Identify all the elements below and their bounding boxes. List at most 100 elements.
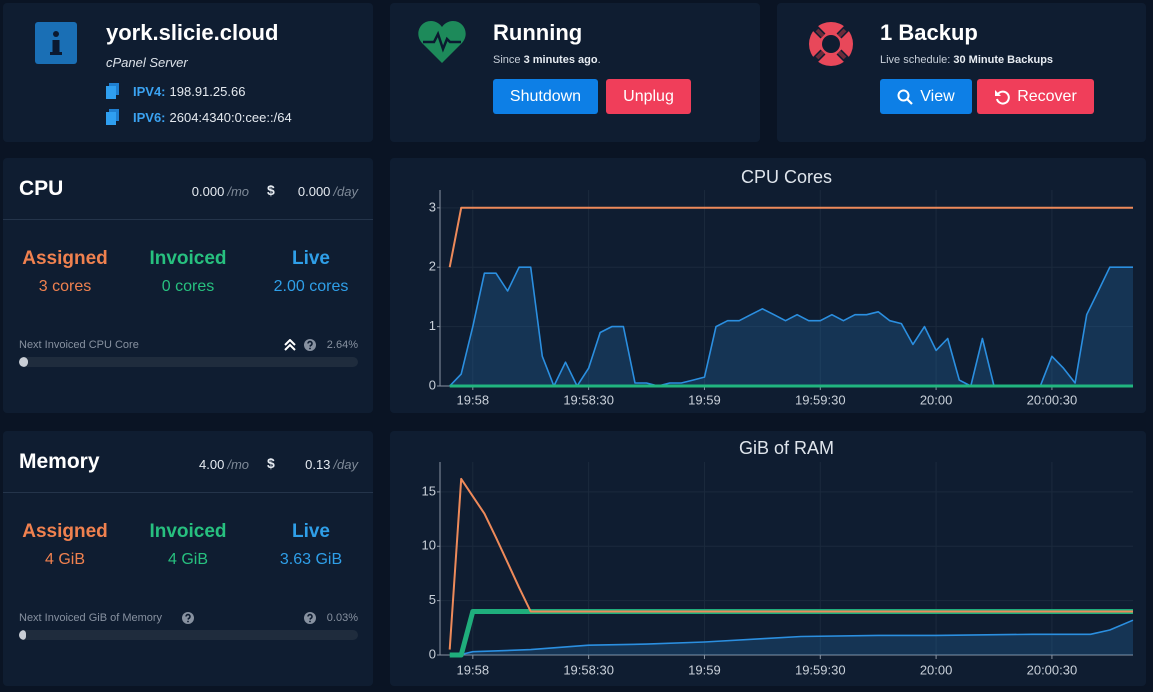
panel-title: Memory: [19, 450, 100, 473]
stat-label: Invoiced: [149, 521, 227, 542]
daily-value: 0.13: [305, 457, 331, 472]
server-type: cPanel Server: [106, 55, 188, 70]
daily-cost: 0.13/day: [305, 457, 358, 472]
heart-icon: [418, 21, 466, 63]
status-card: Running Since 3 minutes ago. Shutdown Un…: [390, 3, 760, 142]
help-icon[interactable]: [182, 612, 194, 624]
info-icon: [35, 22, 77, 64]
daily-unit: /day: [333, 184, 358, 199]
stat-value: 4 GiB: [167, 551, 208, 568]
cpu-chart-panel: CPU Cores 0 1 2 3 19:58 19:58:30 19:59 19:59:30 2…: [390, 158, 1146, 413]
x-tick-label: 19:58:30: [563, 392, 614, 407]
y-tick-label: 5: [429, 592, 436, 607]
line: [461, 619, 1134, 656]
status-title: Running: [493, 20, 583, 45]
stat-label: Live: [291, 521, 331, 542]
y-tick-label: 15: [422, 483, 436, 498]
backup-title: 1 Backup: [880, 20, 978, 45]
recover-label: Recover: [1017, 87, 1077, 105]
y-tick-label: 3: [429, 199, 436, 214]
view-label: View: [920, 87, 955, 105]
backup-card: 1 Backup Live schedule: 30 Minute Backup…: [777, 3, 1146, 142]
x-tick-label: 20:00: [920, 392, 953, 407]
help-icon[interactable]: [304, 339, 316, 351]
server-name: york.slicie.cloud: [106, 20, 279, 45]
schedule-value: 30 Minute Backups: [953, 54, 1054, 66]
stat-label: Assigned: [22, 521, 108, 542]
currency: $: [267, 182, 275, 198]
x-tick-label: 19:59:30: [795, 392, 846, 407]
divider: [3, 492, 373, 493]
x-tick-label: 19:59:30: [795, 662, 846, 677]
currency: $: [267, 455, 275, 471]
recover-button[interactable]: Recover: [977, 79, 1094, 114]
search-icon: [897, 89, 914, 105]
y-tick-label: 0: [429, 646, 436, 661]
monthly-unit: /mo: [227, 457, 249, 472]
progress-bar: [19, 630, 26, 640]
cpu-panel: CPU 0.000/mo $0.000/day Assigned 3 cores Invo…: [3, 158, 373, 413]
unplug-button[interactable]: Unplug: [606, 79, 691, 114]
copy-icon[interactable]: [106, 83, 120, 99]
y-tick-label: 10: [422, 538, 436, 553]
line: [448, 206, 1133, 268]
progress-label: Next Invoiced CPU Core: [19, 339, 139, 351]
x-tick-label: 19:59: [688, 662, 721, 677]
progress-value: 0.03%: [326, 612, 358, 624]
chart: CPU Cores 0 1 2 3 19:58 19:58:30 19:59 19:59:30 2…: [429, 167, 1133, 407]
ipv6: IPV6: 2604:4340:0:cee::/64: [133, 110, 292, 125]
panel-title: CPU: [19, 177, 64, 200]
progress-track: [19, 630, 358, 640]
ipv4: IPV4: 198.91.25.66: [133, 84, 245, 99]
x-tick-label: 19:58: [457, 392, 490, 407]
lifebuoy-icon: [809, 22, 853, 66]
monthly-value: 4.00: [199, 457, 225, 472]
divider: [3, 219, 373, 220]
line: [448, 477, 1133, 650]
progress-track: [19, 357, 358, 367]
x-tick-label: 19:59: [688, 392, 721, 407]
y-tick-label: 2: [429, 259, 436, 274]
x-tick-label: 20:00:30: [1027, 392, 1078, 407]
y-tick-label: 1: [429, 318, 436, 333]
monthly-cost: 0.000/mo: [192, 184, 249, 199]
since-prefix: Since: [493, 54, 521, 66]
ipv6-value: 2604:4340:0:cee::/64: [169, 110, 292, 125]
progress-value: 2.64%: [326, 339, 358, 351]
stat-value: 3.63 GiB: [279, 551, 343, 568]
stat-value: 4 GiB: [44, 551, 85, 568]
area: [461, 620, 1133, 655]
server-card: york.slicie.cloud cPanel Server IPV4: 198…: [3, 3, 373, 142]
chart: GiB of RAM 0 5 10 15 19:58 19:58:30 19:59 19:59:…: [422, 438, 1134, 677]
ipv4-value: 198.91.25.66: [169, 84, 246, 99]
schedule-label: Live schedule:: [880, 54, 951, 66]
daily-unit: /day: [333, 457, 358, 472]
monthly-cost: 4.00/mo: [199, 457, 249, 472]
progress-bar: [19, 357, 28, 367]
since-value: 3 minutes ago: [523, 54, 598, 66]
x-tick-label: 20:00:30: [1027, 662, 1078, 677]
monthly-unit: /mo: [227, 184, 249, 199]
monthly-value: 0.000: [191, 184, 225, 199]
x-tick-label: 19:58:30: [563, 662, 614, 677]
backup-schedule: Live schedule: 30 Minute Backups: [880, 54, 1053, 66]
stat-value: 0 cores: [161, 278, 215, 295]
shutdown-button[interactable]: Shutdown: [493, 79, 598, 114]
daily-value: 0.000: [297, 184, 331, 199]
status-since: Since 3 minutes ago.: [493, 54, 601, 66]
stat-label: Live: [291, 248, 331, 269]
stat-value: 3 cores: [38, 278, 92, 295]
view-button[interactable]: View: [880, 79, 972, 114]
upgrade-icon[interactable]: [284, 339, 296, 351]
ipv6-label: IPV6:: [133, 110, 166, 125]
help-icon[interactable]: [304, 612, 316, 624]
y-tick-label: 0: [429, 377, 436, 392]
x-tick-label: 20:00: [920, 662, 953, 677]
stat-label: Invoiced: [149, 248, 227, 269]
area: [449, 267, 1133, 386]
copy-icon[interactable]: [106, 109, 120, 125]
daily-cost: 0.000/day: [298, 184, 358, 199]
progress-label: Next Invoiced GiB of Memory: [19, 612, 163, 624]
chart-title: CPU Cores: [741, 167, 832, 187]
